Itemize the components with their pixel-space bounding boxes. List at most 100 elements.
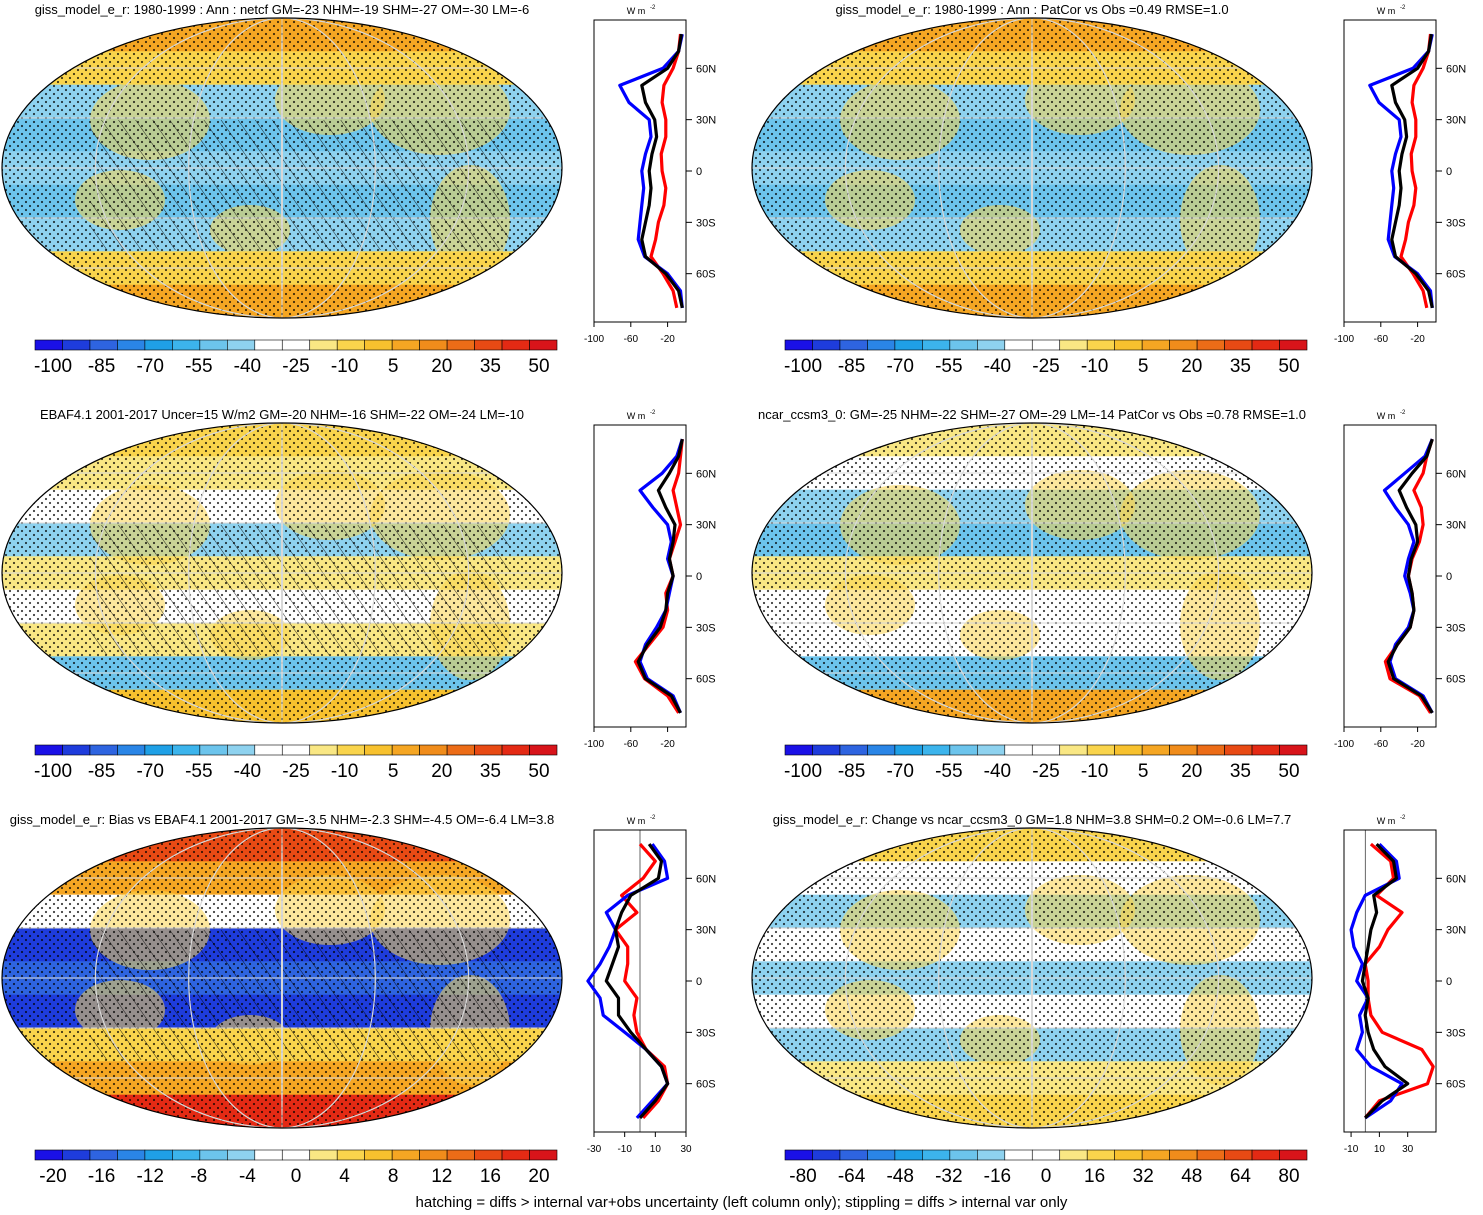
map-outline <box>1 827 563 1129</box>
colorbar-swatch <box>529 744 558 756</box>
colorbar-swatch <box>1086 1149 1115 1161</box>
hatching <box>90 930 510 1060</box>
colorbar-swatch <box>1224 339 1253 351</box>
zonal-series-black <box>1386 438 1434 714</box>
colorbar-tick-label: -85 <box>838 356 865 377</box>
zonal-ytick-label: 30N <box>696 925 716 937</box>
colorbar-swatch <box>949 339 978 351</box>
colorbar-swatch <box>199 1149 228 1161</box>
colorbar-swatch <box>419 1149 448 1161</box>
panel-p1: giss_model_e_r: 1980-1999 : Ann : netcf … <box>1 2 716 377</box>
colorbar-swatch <box>1196 744 1225 756</box>
colorbar-tick-label: 4 <box>339 1166 350 1187</box>
zonal-series-red <box>649 33 683 309</box>
zonal-ytick-label: 30N <box>1446 520 1466 532</box>
colorbar-swatch <box>336 1149 365 1161</box>
colorbar-tick-label: 32 <box>1133 1166 1154 1187</box>
colorbar-swatch <box>62 1149 91 1161</box>
zonal-frame <box>593 19 687 323</box>
colorbar-swatch <box>1251 339 1280 351</box>
colorbar-swatch <box>922 1149 951 1161</box>
colorbar-tick-label: -40 <box>984 761 1011 782</box>
colorbar-swatch <box>529 339 558 351</box>
panel-title: giss_model_e_r: 1980-1999 : Ann : netcf … <box>35 2 530 17</box>
colorbar-tick-label: 5 <box>388 356 399 377</box>
colorbar-tick-label: 80 <box>1278 1166 1299 1187</box>
panel-p6: giss_model_e_r: Change vs ncar_ccsm3_0 G… <box>751 812 1466 1187</box>
graticule-lon <box>281 423 283 723</box>
zonal-series-black <box>636 438 684 714</box>
zonal-series-blue <box>1349 842 1404 1120</box>
colorbar-tick-label: -70 <box>886 356 913 377</box>
colorbar-swatch <box>867 1149 896 1161</box>
panel-title: giss_model_e_r: 1980-1999 : Ann : PatCor… <box>835 2 1228 17</box>
colorbar-swatch <box>227 744 256 756</box>
panel-p4: ncar_ccsm3_0: GM=-25 NHM=-22 SHM=-27 OM=… <box>751 407 1466 782</box>
colorbar-tick-label: -64 <box>838 1166 866 1187</box>
colorbar-tick-label: 5 <box>1138 356 1149 377</box>
zonal-xtick-label: -60 <box>1374 334 1389 345</box>
zonal-series-blue <box>1368 33 1434 309</box>
colorbar-tick-label: 35 <box>480 356 501 377</box>
colorbar-tick-label: -55 <box>935 356 962 377</box>
zonal-ytick-label: 60S <box>696 269 716 281</box>
zonal-unit: W m <box>627 411 646 421</box>
graticule-lon <box>188 828 376 1128</box>
panel-p3: EBAF4.1 2001-2017 Uncer=15 W/m2 GM=-20 N… <box>1 407 716 782</box>
zonal-ytick-label: 30N <box>1446 115 1466 127</box>
colorbar-swatch <box>364 744 393 756</box>
colorbar-swatch <box>839 1149 868 1161</box>
colorbar-tick-label: 12 <box>431 1166 452 1187</box>
zonal-unit: W m <box>1377 411 1396 421</box>
colorbar-swatch <box>1059 744 1088 756</box>
colorbar-swatch <box>784 1149 813 1161</box>
colorbar-swatch <box>812 744 841 756</box>
zonal-xtick-label: -20 <box>660 334 675 345</box>
zonal-series-red <box>613 843 670 1119</box>
colorbar-swatch <box>254 1149 283 1161</box>
zonal-xtick-label: 30 <box>680 1144 692 1155</box>
zonal-unit-sup: -2 <box>1400 815 1406 821</box>
graticule-lon <box>1031 828 1033 1128</box>
zonal-series-black <box>640 33 684 309</box>
zonal-xtick-label: 30 <box>1402 1144 1414 1155</box>
colorbar-swatch <box>172 744 201 756</box>
colorbar-tick-label: 20 <box>528 1166 549 1187</box>
colorbar-swatch <box>1196 1149 1225 1161</box>
map-field <box>752 18 1312 318</box>
colorbar-swatch <box>62 339 91 351</box>
zonal-xtick-label: -20 <box>1410 334 1425 345</box>
zonal-unit: W m <box>627 6 646 16</box>
map-field <box>2 828 562 1128</box>
zonal-xtick-label: -30 <box>587 1144 602 1155</box>
zonal-xtick-label: -100 <box>1334 739 1354 750</box>
colorbar-swatch <box>446 339 475 351</box>
graticule-lon <box>844 423 1220 723</box>
colorbar-swatch <box>199 744 228 756</box>
colorbar-tick-label: 50 <box>528 356 549 377</box>
colorbar-tick-label: -4 <box>239 1166 256 1187</box>
colorbar-swatch <box>784 339 813 351</box>
colorbar-swatch <box>474 1149 503 1161</box>
colorbar-tick-label: 50 <box>528 761 549 782</box>
hatching <box>90 525 510 655</box>
zonal-ytick-label: 0 <box>1446 571 1452 583</box>
colorbar-swatch <box>309 1149 338 1161</box>
colorbar-swatch <box>391 744 420 756</box>
colorbar-tick-label: 35 <box>480 761 501 782</box>
panel-title: ncar_ccsm3_0: GM=-25 NHM=-22 SHM=-27 OM=… <box>758 407 1306 422</box>
colorbar-swatch <box>34 744 63 756</box>
colorbar-swatch <box>117 339 146 351</box>
colorbar-swatch <box>172 1149 201 1161</box>
zonal-xtick-label: -100 <box>584 739 604 750</box>
colorbar-tick-label: 8 <box>388 1166 399 1187</box>
panel-p2: giss_model_e_r: 1980-1999 : Ann : PatCor… <box>751 2 1466 377</box>
map-field <box>752 423 1312 723</box>
map-outline <box>1 17 563 319</box>
graticule-lon <box>188 423 376 723</box>
colorbar-swatch <box>1004 1149 1033 1161</box>
hatching <box>90 120 510 250</box>
colorbar-swatch <box>62 744 91 756</box>
colorbar-swatch <box>309 339 338 351</box>
